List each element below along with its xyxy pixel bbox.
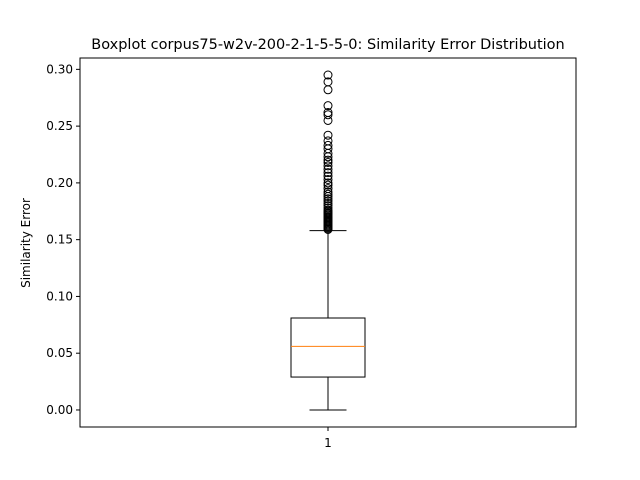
outlier-point: [323, 107, 333, 117]
outlier-point: [323, 178, 333, 188]
outlier-point: [323, 70, 333, 80]
iqr-box: [290, 317, 366, 378]
outlier-point: [323, 101, 333, 111]
plot-frame: [79, 57, 577, 428]
outlier-point: [323, 194, 333, 204]
outlier-point: [323, 201, 333, 211]
outlier-point: [323, 198, 333, 208]
outlier-point: [323, 155, 333, 165]
y-tick-label: 0.30: [46, 62, 73, 76]
y-tick-label: 0.15: [46, 233, 73, 247]
outlier-point: [323, 203, 333, 213]
y-tick-label: 0.25: [46, 119, 73, 133]
y-tick-label: 0.20: [46, 176, 73, 190]
outlier-point: [323, 157, 333, 167]
outlier-point: [323, 161, 333, 171]
outlier-point: [323, 187, 333, 197]
outlier-point: [323, 77, 333, 87]
outlier-point: [323, 130, 333, 140]
outlier-point: [323, 168, 333, 178]
outlier-point: [323, 136, 333, 146]
y-tick-label: 0.10: [46, 289, 73, 303]
plot-area: 0.00 0.05 0.10 0.15 0.20 0.25 0.30 1: [46, 62, 366, 450]
y-tick-label: 0.05: [46, 346, 73, 360]
y-tick-label: 0.00: [46, 403, 73, 417]
outlier-point: [323, 180, 333, 190]
outlier-point: [323, 140, 333, 150]
outlier-point: [323, 164, 333, 174]
outlier-point: [323, 205, 333, 215]
outlier-point: [323, 189, 333, 199]
y-axis-label: Similarity Error: [19, 198, 33, 288]
outlier-point: [323, 85, 333, 95]
outlier-point: [323, 196, 333, 206]
outlier-point: [323, 110, 333, 120]
chart-title: Boxplot corpus75-w2v-200-2-1-5-5-0: Simi…: [91, 37, 564, 53]
outlier-point: [323, 184, 333, 194]
outlier-point: [323, 171, 333, 181]
outlier-point: [323, 174, 333, 184]
x-tick-label: 1: [324, 436, 332, 450]
